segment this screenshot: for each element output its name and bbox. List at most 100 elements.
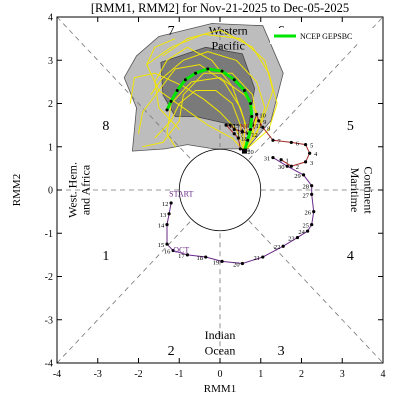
y-tick-label-1: 1 — [48, 142, 53, 153]
region-left-line2: and Africa — [79, 164, 93, 215]
y-tick-label--1: -1 — [45, 229, 53, 240]
region-right-line2: Continent — [362, 166, 376, 214]
guide-diagonal-sw — [56, 220, 192, 364]
october-day-label-27: 27 — [302, 192, 309, 199]
november-point-13 — [240, 130, 245, 134]
october-point-18 — [204, 255, 208, 259]
november-day-label-7: 7 — [277, 138, 281, 145]
october-day-label-15: 15 — [158, 242, 165, 249]
november-point-15 — [228, 123, 232, 127]
november-point-16 — [224, 123, 228, 127]
october-point-23 — [295, 235, 300, 240]
region-left-line1: West. Hem. — [66, 162, 80, 218]
region-top-line1: Western — [209, 23, 248, 37]
forecast-mean-group — [165, 67, 254, 154]
october-day-label-20: 20 — [233, 262, 240, 269]
ensemble-member-line-6 — [129, 72, 245, 152]
x-axis-label: RMM1 — [204, 383, 236, 395]
november-day-label-6: 6 — [296, 140, 300, 147]
october-point-31 — [271, 155, 275, 160]
november-point-10 — [255, 112, 259, 116]
october-point-15 — [165, 242, 169, 246]
x-tick-label-2: 2 — [299, 369, 304, 380]
october-point-29 — [301, 173, 306, 177]
october-day-label-17: 17 — [178, 253, 185, 260]
forecast-mean-point-5 — [249, 102, 253, 105]
october-point-20 — [240, 261, 245, 266]
forecast-mean-point-7 — [232, 78, 236, 82]
legend-box — [270, 28, 378, 44]
forecast-mean-point-4 — [250, 114, 254, 118]
october-point-25 — [310, 223, 314, 227]
chart-title: [RMM1, RMM2] for Nov-21-2025 to Dec-05-2… — [91, 1, 349, 15]
october-point-14 — [165, 223, 169, 227]
phase-label-8: 8 — [102, 119, 109, 134]
x-tick-label--3: -3 — [94, 369, 102, 380]
forecast-mean-point-2 — [246, 138, 250, 142]
october-point-17 — [185, 253, 189, 257]
october-point-12 — [169, 201, 173, 205]
november-point-9 — [257, 119, 261, 123]
october-day-label-25: 25 — [302, 223, 309, 230]
x-tick-label-1: 1 — [258, 369, 263, 380]
y-tick-label--2: -2 — [45, 272, 53, 283]
november-day-label-14: 14 — [237, 127, 244, 134]
october-day-label-12: 12 — [162, 201, 169, 208]
november-point-6 — [289, 140, 293, 145]
november-point-7 — [271, 138, 275, 142]
november-point-5 — [303, 142, 308, 147]
phase-label-7: 7 — [168, 24, 175, 39]
month-label-nov: NOV — [240, 122, 258, 131]
forecast-mean-point-10 — [194, 71, 198, 75]
october-day-label-29: 29 — [294, 173, 301, 180]
october-day-label-31: 31 — [264, 156, 271, 163]
november-day-label-2: 2 — [296, 164, 299, 171]
forecast-start-marker — [241, 148, 247, 154]
forecast-mean-point-8 — [220, 69, 224, 73]
ensemble-members-group — [129, 29, 278, 152]
october-day-label-24: 24 — [298, 229, 305, 236]
y-tick-label-2: 2 — [48, 99, 53, 110]
november-day-label-1: 1 — [286, 158, 289, 165]
y-tick-label-3: 3 — [48, 56, 53, 67]
legend-label: NCEP GEPSBC — [300, 32, 352, 41]
november-day-label-15: 15 — [233, 123, 240, 130]
unit-circle — [178, 148, 262, 232]
region-top-line2: Pacific — [211, 38, 244, 52]
october-day-label-22: 22 — [274, 244, 281, 251]
october-point-13 — [167, 212, 171, 216]
november-day-label-5: 5 — [310, 143, 313, 150]
october-day-label-16: 16 — [164, 249, 171, 256]
y-tick-label-0: 0 — [48, 186, 53, 197]
ensemble-member-line-9 — [142, 72, 258, 152]
forecast-mean-line — [165, 67, 254, 152]
november-point-17 — [232, 132, 236, 136]
ensemble-member-line-7 — [162, 29, 278, 152]
october-point-28 — [310, 184, 314, 188]
ensemble-member-line-1 — [150, 51, 266, 152]
forecast-mean-point-13 — [169, 99, 173, 103]
october-point-30 — [285, 164, 289, 168]
region-bottom-line2: Ocean — [205, 343, 236, 357]
phase-label-5: 5 — [347, 119, 354, 134]
october-day-label-21: 21 — [254, 255, 261, 262]
y-tick-label--4: -4 — [45, 359, 53, 370]
october-point-26 — [312, 210, 316, 214]
october-day-label-28: 28 — [302, 184, 309, 191]
month-label-oct: OCT — [173, 246, 189, 255]
november-day-label-17: 17 — [237, 132, 244, 139]
november-day-label-20: 20 — [247, 149, 254, 156]
october-day-label-18: 18 — [196, 255, 203, 262]
november-point-8 — [261, 125, 265, 129]
november-point-3 — [303, 160, 308, 164]
november-point-19 — [238, 147, 242, 151]
x-tick-label--1: -1 — [175, 369, 183, 380]
x-tick-label-3: 3 — [340, 369, 345, 380]
october-day-label-23: 23 — [288, 236, 295, 243]
october-point-24 — [306, 229, 310, 233]
october-point-27 — [310, 192, 314, 196]
phase-label-1: 1 — [102, 249, 109, 264]
